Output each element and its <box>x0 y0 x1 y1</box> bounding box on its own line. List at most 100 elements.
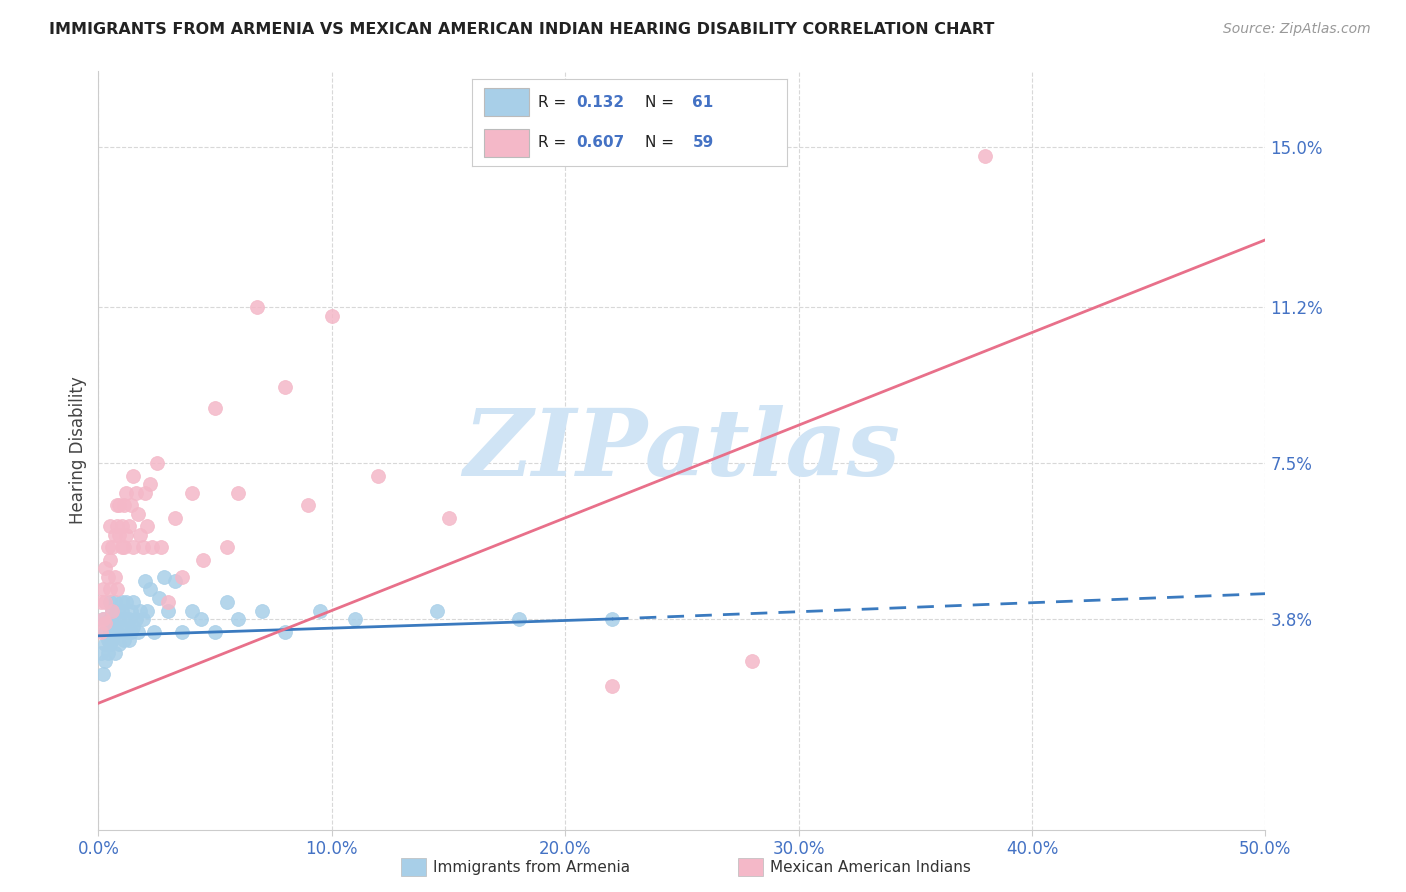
Point <box>344 612 367 626</box>
Point <box>122 620 145 634</box>
Point <box>437 511 460 525</box>
Point <box>120 603 142 617</box>
Point <box>101 616 124 631</box>
Point <box>112 633 135 648</box>
Point <box>122 541 145 555</box>
Point <box>105 603 128 617</box>
Point <box>193 553 215 567</box>
Point <box>90 595 112 609</box>
Point <box>111 620 134 634</box>
Point <box>105 624 128 639</box>
Point <box>172 570 194 584</box>
Point <box>112 541 135 555</box>
Point <box>139 477 162 491</box>
Point <box>148 591 170 605</box>
Point <box>111 541 134 555</box>
Point <box>104 527 127 541</box>
Point <box>136 603 159 617</box>
Text: IMMIGRANTS FROM ARMENIA VS MEXICAN AMERICAN INDIAN HEARING DISABILITY CORRELATIO: IMMIGRANTS FROM ARMENIA VS MEXICAN AMERI… <box>49 22 994 37</box>
Point <box>125 485 148 500</box>
Point <box>97 646 120 660</box>
Point <box>104 595 127 609</box>
Point <box>204 401 226 416</box>
Point <box>111 519 134 533</box>
Point <box>508 612 530 626</box>
Text: Source: ZipAtlas.com: Source: ZipAtlas.com <box>1223 22 1371 37</box>
Point <box>165 574 187 588</box>
Point <box>115 485 138 500</box>
Point <box>91 582 114 597</box>
Point <box>274 624 297 639</box>
Point <box>115 595 138 609</box>
Point <box>215 541 238 555</box>
Point <box>108 498 131 512</box>
Point <box>139 582 162 597</box>
Point <box>120 624 142 639</box>
Point <box>246 300 269 314</box>
Point <box>204 624 226 639</box>
Point <box>98 637 121 651</box>
Point <box>98 595 121 609</box>
Point <box>600 612 623 626</box>
Point <box>94 624 117 639</box>
Point <box>98 553 121 567</box>
Point <box>104 624 127 639</box>
Point <box>180 485 202 500</box>
Point <box>108 637 131 651</box>
Point <box>91 612 114 626</box>
Point <box>97 616 120 631</box>
Point <box>134 574 156 588</box>
Point <box>118 633 141 648</box>
Point <box>228 612 250 626</box>
Point <box>108 612 131 626</box>
Point <box>172 624 194 639</box>
Point <box>129 603 152 617</box>
Point <box>98 519 121 533</box>
Point <box>190 612 212 626</box>
Point <box>111 595 134 609</box>
Point <box>98 624 121 639</box>
Point <box>112 498 135 512</box>
Point <box>91 666 114 681</box>
Point <box>94 637 117 651</box>
Point <box>157 595 180 609</box>
Point <box>134 485 156 500</box>
Point <box>105 519 128 533</box>
Point <box>118 519 141 533</box>
Point <box>228 485 250 500</box>
Point <box>97 541 120 555</box>
Text: ZIPatlas: ZIPatlas <box>464 406 900 495</box>
Text: Mexican American Indians: Mexican American Indians <box>770 860 972 874</box>
Point <box>105 582 128 597</box>
Point <box>974 148 997 162</box>
Point <box>143 624 166 639</box>
Point <box>122 468 145 483</box>
Point <box>309 603 332 617</box>
Point <box>94 561 117 575</box>
Y-axis label: Hearing Disability: Hearing Disability <box>69 376 87 524</box>
Point <box>97 633 120 648</box>
Point <box>367 468 389 483</box>
Point <box>141 541 163 555</box>
Point <box>321 309 343 323</box>
Point <box>165 511 187 525</box>
Point <box>105 498 128 512</box>
Point <box>90 646 112 660</box>
Point <box>146 456 169 470</box>
Point <box>250 603 273 617</box>
Point <box>115 624 138 639</box>
Point <box>297 498 319 512</box>
Point <box>94 616 117 631</box>
Point <box>152 570 174 584</box>
Point <box>101 541 124 555</box>
Point <box>108 527 131 541</box>
Point <box>129 527 152 541</box>
Point <box>215 595 238 609</box>
Point <box>112 612 135 626</box>
Point <box>94 595 117 609</box>
Point <box>157 603 180 617</box>
Point <box>125 612 148 626</box>
Point <box>104 570 127 584</box>
Point <box>111 603 134 617</box>
Point <box>274 380 297 394</box>
